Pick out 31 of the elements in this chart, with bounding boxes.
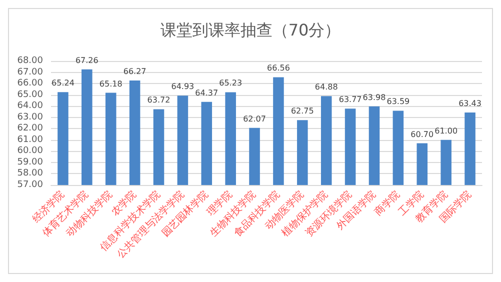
y-tick-label: 67.00: [17, 67, 44, 78]
data-label: 65.24: [52, 78, 74, 88]
data-label: 63.77: [338, 95, 362, 104]
data-label: 60.70: [410, 130, 434, 139]
data-label: 64.37: [195, 88, 218, 98]
y-tick-label: 58.00: [17, 168, 44, 179]
y-tick-label: 66.00: [17, 78, 44, 89]
y-tick-label: 59.00: [17, 157, 44, 168]
data-label: 64.88: [314, 82, 338, 92]
y-tick-label: 63.00: [17, 112, 44, 122]
y-tick-label: 60.00: [17, 146, 44, 156]
y-tick-label: 65.00: [17, 90, 44, 100]
y-tick-label: 64.00: [17, 101, 44, 112]
y-tick-label: 61.00: [17, 134, 44, 145]
data-label: 62.75: [290, 106, 314, 116]
data-label: 63.43: [458, 99, 482, 108]
y-tick-label: 62.00: [17, 124, 44, 134]
data-label: 66.27: [123, 67, 146, 76]
data-label: 63.72: [147, 96, 170, 105]
chart-title: 课堂到课率抽查（70分）: [160, 20, 341, 40]
data-label: 66.56: [267, 64, 290, 73]
y-tick-label: 57.00: [17, 180, 44, 190]
data-label: 63.59: [386, 97, 410, 106]
data-label: 61.00: [434, 126, 458, 136]
data-label: 63.98: [362, 92, 386, 102]
data-label: 65.23: [219, 78, 242, 88]
data-label: 65.18: [99, 79, 122, 88]
data-label: 64.93: [171, 82, 194, 92]
y-tick-label: 68.00: [17, 56, 44, 66]
data-label: 62.07: [243, 114, 266, 124]
data-label: 67.26: [75, 56, 98, 65]
